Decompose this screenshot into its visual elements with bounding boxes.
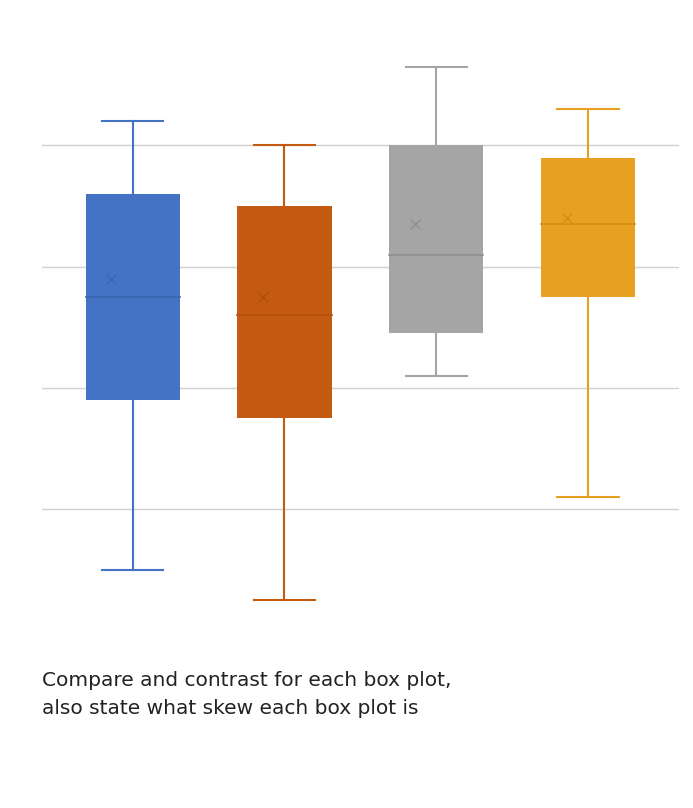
Bar xyxy=(238,206,331,419)
Bar xyxy=(86,194,179,400)
Bar xyxy=(389,145,483,333)
Text: Compare and contrast for each box plot,
also state what skew each box plot is: Compare and contrast for each box plot, … xyxy=(42,671,451,718)
Bar xyxy=(541,158,635,297)
